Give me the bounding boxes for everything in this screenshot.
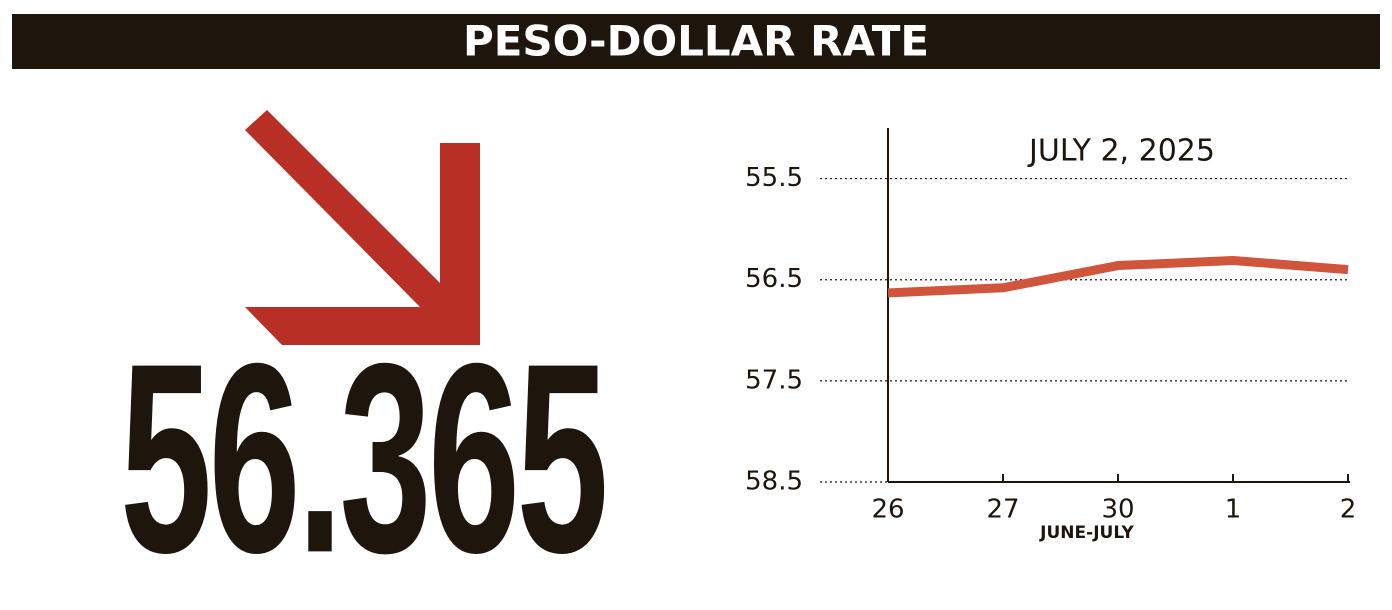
- x-axis-label: JUNE-JULY: [1039, 523, 1134, 543]
- header-title: PESO-DOLLAR RATE: [463, 17, 929, 66]
- y-tick-label: 58.5: [745, 467, 803, 497]
- x-tick-label: 2: [1340, 495, 1357, 525]
- rate-value: 56.365: [120, 308, 605, 609]
- y-tick-label: 55.5: [745, 163, 803, 193]
- line: [887, 255, 1349, 298]
- y-tick-label: 57.5: [745, 365, 803, 395]
- x-tick-label: 30: [1101, 495, 1134, 525]
- y-tick-label: 56.5: [745, 264, 803, 294]
- x-tick-label: 26: [871, 495, 904, 525]
- header-bar: [12, 14, 1380, 69]
- x-tick-label: 1: [1225, 495, 1242, 525]
- x-tick-label: 27: [986, 495, 1019, 525]
- down-arrow: [245, 110, 480, 345]
- chart-title: JULY 2, 2025: [1027, 134, 1215, 169]
